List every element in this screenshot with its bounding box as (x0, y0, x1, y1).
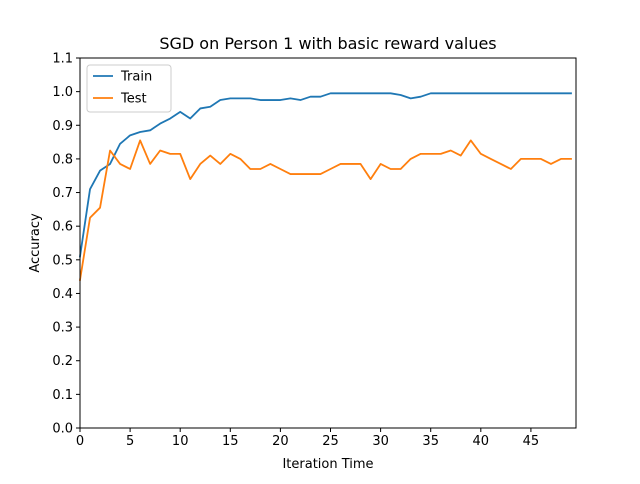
y-axis-ticks: 0.0 0.1 0.2 0.3 0.4 0.5 0.6 0.7 0.8 0.9 1.0 1.1 (52, 52, 80, 437)
legend-label-train: Train (120, 70, 152, 85)
x-tick-label: 40 (473, 434, 490, 449)
x-tick-label: 45 (523, 434, 540, 449)
y-tick-label: 0.0 (52, 422, 73, 437)
axes-frame (79, 57, 577, 429)
y-tick-label: 0.9 (52, 119, 73, 134)
y-tick-label: 0.8 (52, 152, 73, 167)
x-tick-label: 25 (322, 434, 339, 449)
y-tick-label: 0.3 (52, 321, 73, 336)
x-axis-ticks: 0 5 10 15 20 25 30 35 40 45 (76, 428, 539, 449)
y-tick-label: 1.1 (52, 52, 73, 67)
series-line-test (78, 139, 572, 282)
x-tick-label: 20 (272, 434, 289, 449)
plot-layer (78, 92, 572, 282)
y-tick-label: 1.0 (52, 85, 73, 100)
y-tick-label: 0.1 (52, 388, 73, 403)
x-tick-label: 30 (372, 434, 389, 449)
legend: Train Test (86, 64, 172, 113)
chart-title: SGD on Person 1 with basic reward values (159, 34, 496, 53)
y-tick-label: 0.6 (52, 220, 73, 235)
legend-items: Train Test (93, 70, 152, 107)
legend-label-test: Test (120, 92, 147, 107)
y-tick-label: 0.2 (52, 354, 73, 369)
x-axis-label: Iteration Time (282, 457, 373, 472)
y-tick-label: 0.7 (52, 186, 73, 201)
y-axis-label: Accuracy (28, 213, 43, 273)
y-tick-label: 0.5 (52, 253, 73, 268)
x-tick-label: 15 (222, 434, 239, 449)
x-tick-label: 5 (126, 434, 134, 449)
x-tick-label: 35 (422, 434, 439, 449)
x-tick-label: 0 (76, 434, 84, 449)
y-tick-label: 0.4 (52, 287, 73, 302)
series-line-train (78, 92, 572, 258)
x-tick-label: 10 (172, 434, 189, 449)
